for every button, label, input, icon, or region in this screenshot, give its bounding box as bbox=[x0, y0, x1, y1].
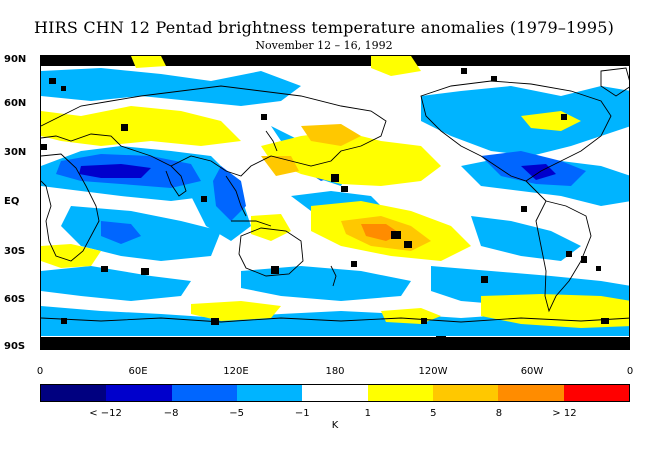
colorbar-segment bbox=[302, 385, 368, 401]
lon-label-120e: 120E bbox=[223, 366, 249, 377]
colorbar-tick-label: > 12 bbox=[552, 408, 577, 419]
colorbar-segment bbox=[106, 385, 172, 401]
lat-label-90s: 90S bbox=[4, 341, 26, 352]
colorbar-tick-label: −1 bbox=[294, 408, 310, 419]
lat-label-30n: 30N bbox=[4, 147, 27, 158]
lat-label-90n: 90N bbox=[4, 54, 27, 65]
missing-squares bbox=[41, 68, 609, 344]
figure-subtitle: November 12 – 16, 1992 bbox=[255, 39, 393, 52]
colorbar-segment bbox=[41, 385, 107, 401]
colorbar-tick-label: −5 bbox=[229, 408, 245, 419]
lon-label-0-left: 0 bbox=[36, 366, 44, 377]
figure-title: HIRS CHN 12 Pentad brightness temperatur… bbox=[33, 18, 615, 37]
colorbar-tick-label: −8 bbox=[163, 408, 179, 419]
colorbar-segment bbox=[563, 385, 629, 401]
colorbar bbox=[40, 384, 630, 402]
anomaly-yellow bbox=[41, 56, 629, 328]
colorbar-segment bbox=[236, 385, 303, 401]
colorbar-segment bbox=[432, 385, 499, 401]
coastlines bbox=[41, 67, 629, 323]
anomaly-map bbox=[40, 55, 630, 350]
lon-label-60w: 60W bbox=[520, 366, 544, 377]
colorbar-segment bbox=[367, 385, 433, 401]
lon-label-60e: 60E bbox=[128, 366, 148, 377]
missing-band-south bbox=[41, 337, 629, 349]
lon-label-180: 180 bbox=[325, 366, 345, 377]
colorbar-tick-label: 1 bbox=[364, 408, 371, 419]
colorbar-tick-label: 5 bbox=[430, 408, 437, 419]
colorbar-unit: K bbox=[331, 420, 339, 431]
lon-label-0-right: 0 bbox=[626, 366, 634, 377]
lat-label-30s: 30S bbox=[4, 246, 26, 257]
missing-band-north bbox=[41, 56, 629, 66]
colorbar-tick-label: < −12 bbox=[89, 408, 122, 419]
colorbar-segment bbox=[171, 385, 237, 401]
lat-label-60n: 60N bbox=[4, 98, 27, 109]
lon-label-120w: 120W bbox=[418, 366, 448, 377]
colorbar-tick-label: 8 bbox=[495, 408, 503, 419]
map-canvas bbox=[41, 56, 629, 349]
lat-label-eq: EQ bbox=[4, 196, 20, 207]
lat-label-60s: 60S bbox=[4, 294, 26, 305]
colorbar-segment bbox=[498, 385, 564, 401]
